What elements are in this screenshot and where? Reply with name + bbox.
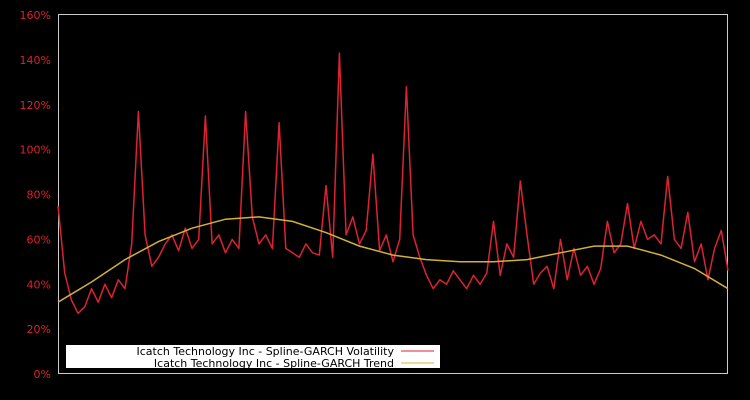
- y-tick-label: 40%: [27, 278, 51, 291]
- y-tick-label: 60%: [27, 233, 51, 246]
- legend-label-trend: Icatch Technology Inc - Spline-GARCH Tre…: [154, 357, 394, 370]
- y-axis-ticks: 0% 20% 40% 60% 80% 100% 120% 140% 160%: [20, 9, 51, 381]
- plot-area: [58, 14, 728, 374]
- y-tick-label: 140%: [20, 54, 51, 67]
- y-tick-label: 0%: [34, 368, 51, 381]
- y-tick-label: 160%: [20, 9, 51, 22]
- y-tick-label: 80%: [27, 189, 51, 202]
- legend: Icatch Technology Inc - Spline-GARCH Vol…: [66, 345, 440, 370]
- legend-label-volatility: Icatch Technology Inc - Spline-GARCH Vol…: [137, 345, 395, 358]
- y-tick-label: 120%: [20, 99, 51, 112]
- legend-box: [66, 345, 440, 368]
- y-tick-label: 100%: [20, 144, 51, 157]
- y-tick-label: 20%: [27, 323, 51, 336]
- trend-series-line: [57, 216, 729, 303]
